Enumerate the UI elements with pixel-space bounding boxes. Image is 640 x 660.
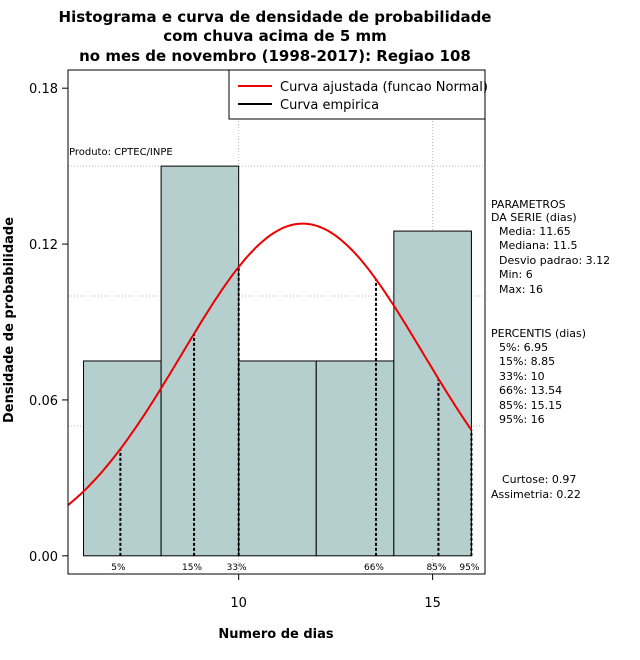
histogram-bar: [315, 360, 395, 557]
y-axis-label: Densidade de probabilidade: [2, 217, 17, 423]
parametros-item: Max: 16: [499, 283, 543, 296]
parametros-panel: PARAMETROS DA SERIE (dias) Media: 11.65 …: [491, 198, 610, 296]
percentis-item: 5%: 6.95: [499, 341, 548, 354]
curtose-text: Curtose: 0.97: [502, 473, 576, 486]
parametros-heading-1: PARAMETROS: [491, 198, 566, 211]
percentile-lines: [119, 266, 473, 556]
x-axis: 10 15: [230, 574, 441, 611]
x-tick-label: 10: [230, 596, 247, 611]
percentis-item: 66%: 13.54: [499, 384, 562, 397]
y-tick-label: 0.00: [29, 550, 58, 565]
x-axis-label: Numero de dias: [218, 627, 334, 642]
chart-title-line-2: com chuva acima de 5 mm: [163, 27, 387, 45]
percentis-heading: PERCENTIS (dias): [491, 327, 586, 340]
histogram-bar: [393, 230, 472, 557]
legend-box: [228, 69, 486, 120]
percentile-label: 95%: [459, 563, 479, 573]
legend: Curva ajustada (funcao Normal) Curva emp…: [228, 69, 488, 120]
parametros-item: Mediana: 11.5: [499, 239, 577, 252]
y-axis: 0.00 0.06 0.12 0.18: [29, 82, 68, 565]
y-tick-label: 0.18: [29, 82, 58, 97]
x-tick-label: 15: [424, 596, 441, 611]
chart-title-line-3: no mes de novembro (1998-2017): Regiao 1…: [79, 47, 471, 65]
normal-fit-curve: [67, 222, 473, 506]
percentile-label: 15%: [182, 563, 202, 573]
percentis-item: 15%: 8.85: [499, 355, 555, 368]
percentis-item: 33%: 10: [499, 370, 545, 383]
histogram-bars: [83, 165, 472, 557]
percentile-label: 66%: [364, 563, 384, 573]
y-tick-label: 0.12: [29, 238, 58, 253]
chart-title-line-1: Histograma e curva de densidade de proba…: [59, 8, 492, 26]
legend-label-empirical: Curva empirica: [280, 98, 379, 113]
histogram-bar: [160, 165, 240, 557]
assimetria-text: Assimetria: 0.22: [491, 488, 581, 501]
percentile-labels: 5% 15% 33% 66% 85% 95%: [111, 563, 480, 573]
percentis-item: 95%: 16: [499, 413, 545, 426]
parametros-heading-2: DA SERIE (dias): [491, 211, 577, 224]
percentile-label: 85%: [426, 563, 446, 573]
y-tick-label: 0.06: [29, 394, 58, 409]
parametros-item: Desvio padrao: 3.12: [499, 254, 610, 267]
histogram-bar: [238, 360, 317, 557]
parametros-item: Min: 6: [499, 268, 533, 281]
histogram-bar: [83, 360, 162, 557]
percentile-label: 33%: [227, 563, 247, 573]
percentile-label: 5%: [111, 563, 126, 573]
credit-text: Produto: CPTEC/INPE: [69, 147, 173, 158]
percentis-item: 85%: 15.15: [499, 399, 562, 412]
parametros-item: Media: 11.65: [499, 225, 571, 238]
legend-label-fit: Curva ajustada (funcao Normal): [280, 80, 488, 95]
percentis-panel: PERCENTIS (dias) 5%: 6.95 15%: 8.85 33%:…: [491, 327, 586, 426]
